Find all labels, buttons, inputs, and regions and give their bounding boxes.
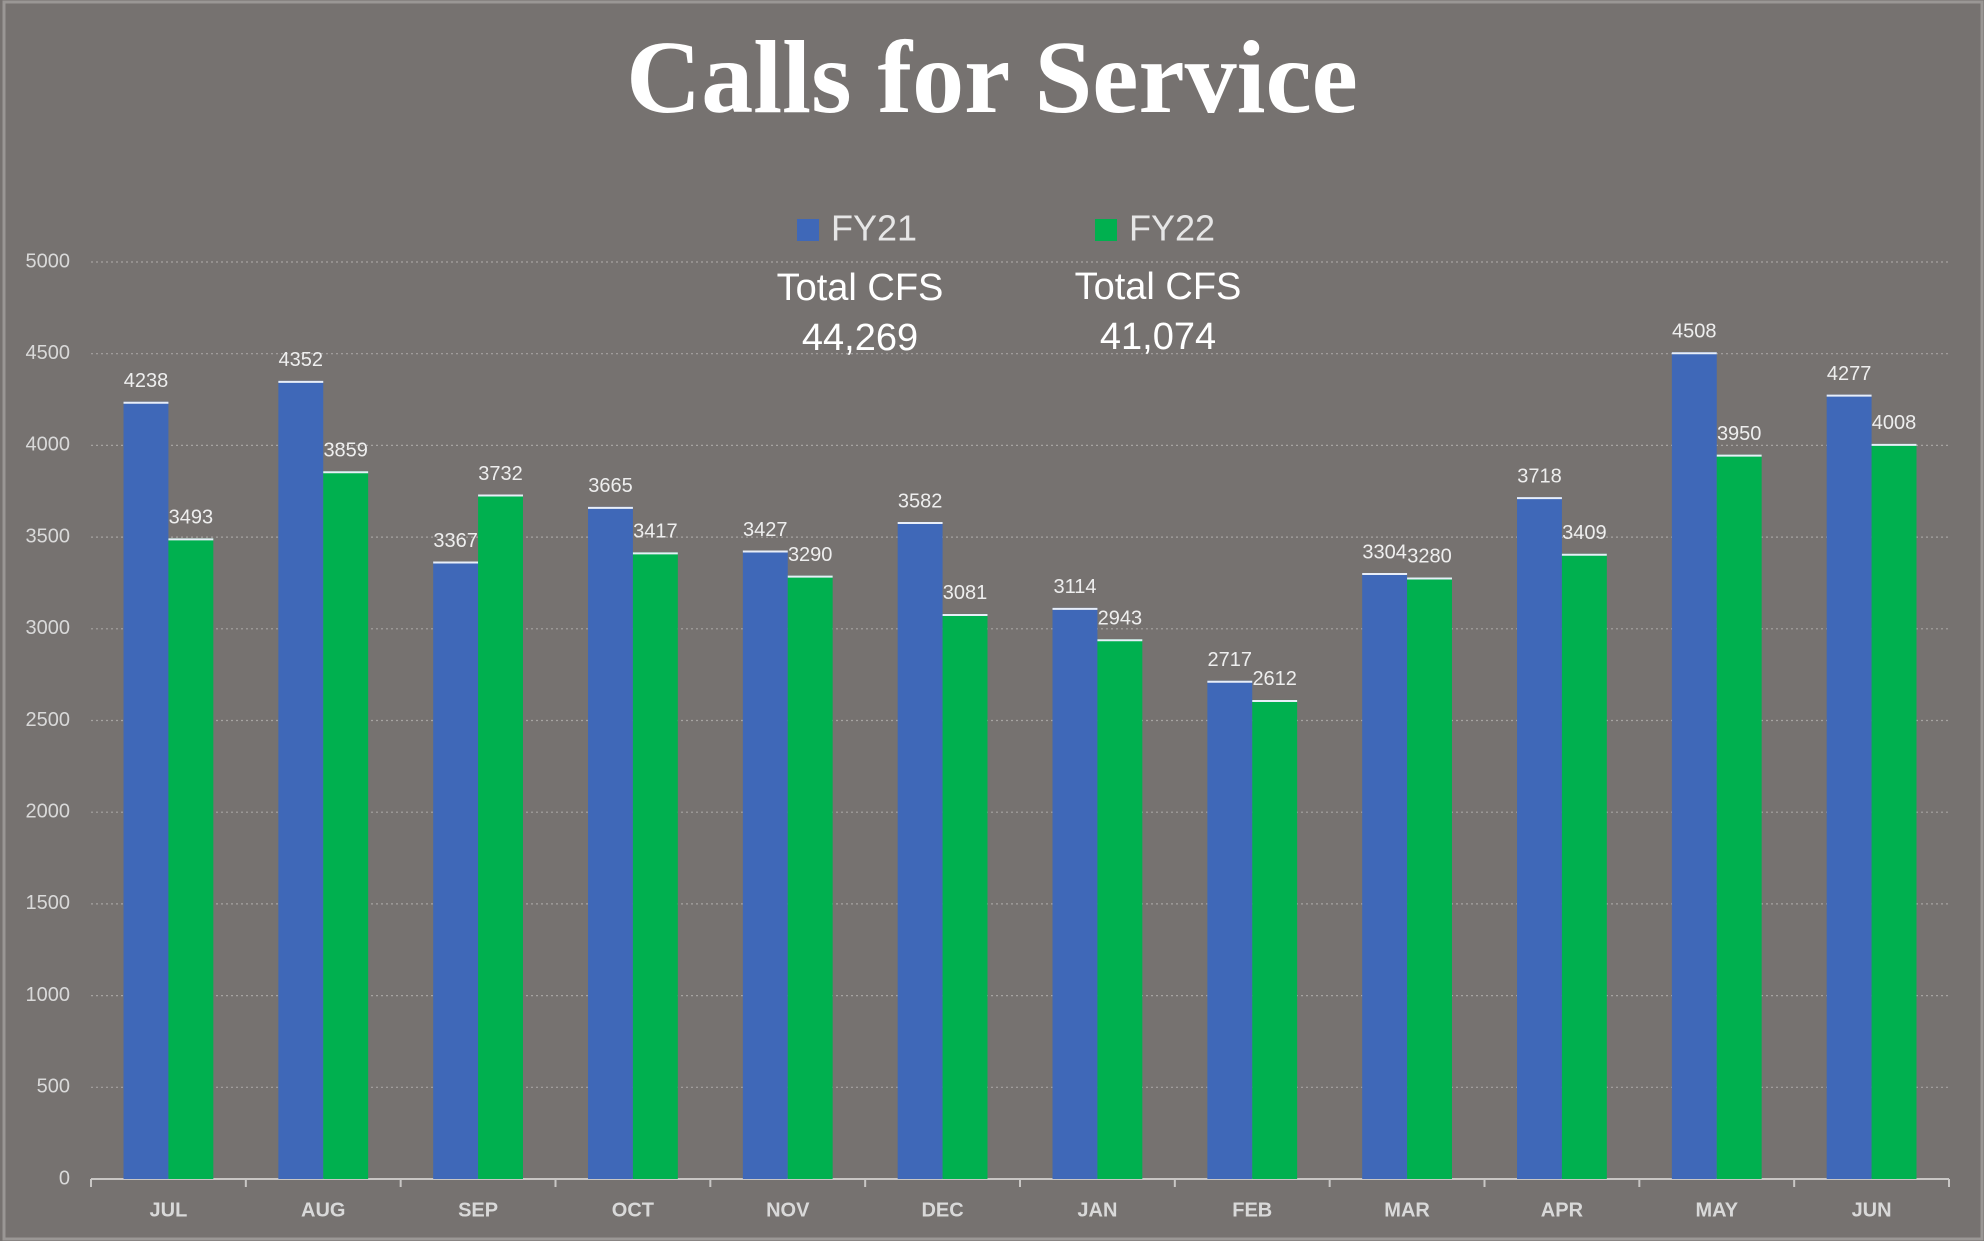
bar <box>1207 680 1253 1179</box>
data-label: 3417 <box>633 521 678 543</box>
data-label: 3582 <box>898 490 943 512</box>
bar <box>1561 553 1607 1179</box>
y-tick-label: 1500 <box>26 892 71 914</box>
y-tick-label: 3000 <box>26 617 71 639</box>
bar <box>1407 577 1452 1179</box>
chart-title: Calls for Service <box>626 20 1358 135</box>
bar <box>123 401 169 1179</box>
data-label: 4008 <box>1872 412 1917 434</box>
x-tick-label: JAN <box>1077 1199 1117 1221</box>
annotation: 44,269 <box>802 317 918 359</box>
data-label: 3950 <box>1717 423 1762 445</box>
bar <box>323 471 369 1179</box>
data-label: 3859 <box>323 440 368 462</box>
annotation: 41,074 <box>1100 316 1216 358</box>
bar <box>1517 497 1562 1180</box>
bar <box>1052 607 1098 1179</box>
data-label: 3409 <box>1562 522 1607 544</box>
bar <box>1252 699 1298 1179</box>
bar <box>742 550 788 1179</box>
x-tick-label: JUL <box>150 1199 188 1221</box>
bar <box>278 380 324 1179</box>
bar <box>433 561 479 1179</box>
data-label: 3114 <box>1053 576 1096 598</box>
annotation: Total CFS <box>777 267 944 309</box>
bar <box>168 538 214 1179</box>
x-tick-label: DEC <box>921 1199 963 1221</box>
y-tick-label: 2000 <box>26 800 71 822</box>
bar <box>1716 454 1762 1179</box>
data-label: 4277 <box>1827 363 1872 385</box>
data-label: 3367 <box>433 530 478 552</box>
x-tick-label: MAY <box>1695 1199 1738 1221</box>
data-label: 2717 <box>1208 649 1253 671</box>
data-label: 3427 <box>743 519 788 541</box>
bar <box>1362 573 1408 1179</box>
data-label: 2943 <box>1098 608 1143 630</box>
bar <box>942 613 988 1179</box>
data-label: 4238 <box>124 370 169 392</box>
x-tick-label: AUG <box>301 1199 345 1221</box>
data-label: 3290 <box>788 544 833 566</box>
x-tick-label: MAR <box>1384 1199 1430 1221</box>
data-label: 4508 <box>1672 321 1717 343</box>
legend-swatch <box>797 219 819 241</box>
y-tick-label: 2500 <box>26 709 71 731</box>
legend-swatch <box>1095 219 1117 241</box>
bar <box>1871 443 1917 1179</box>
bar <box>1671 352 1717 1179</box>
x-tick-label: JUN <box>1852 1199 1892 1221</box>
y-tick-label: 0 <box>59 1167 70 1189</box>
bar <box>1097 639 1143 1179</box>
x-tick-label: NOV <box>766 1199 810 1221</box>
legend-label: FY22 <box>1129 208 1215 249</box>
data-label: 3732 <box>478 463 523 485</box>
bar <box>588 506 633 1179</box>
x-tick-label: SEP <box>458 1199 498 1221</box>
y-tick-label: 500 <box>37 1076 70 1098</box>
y-tick-label: 4000 <box>26 434 71 456</box>
bar <box>787 575 833 1179</box>
data-label: 3493 <box>169 507 214 529</box>
data-label: 3081 <box>943 582 988 604</box>
x-tick-label: FEB <box>1232 1199 1272 1221</box>
y-tick-label: 5000 <box>26 250 71 272</box>
bar <box>1826 394 1872 1179</box>
bar <box>632 552 678 1179</box>
data-label: 3718 <box>1517 465 1562 487</box>
bar <box>478 494 523 1179</box>
data-label: 3304 <box>1362 541 1407 563</box>
x-tick-label: APR <box>1541 1199 1584 1221</box>
bar <box>897 522 943 1179</box>
y-tick-label: 4500 <box>26 342 71 364</box>
y-tick-label: 3500 <box>26 525 71 547</box>
data-label: 3665 <box>588 475 633 497</box>
legend-label: FY21 <box>831 208 917 249</box>
data-label: 2612 <box>1252 668 1297 690</box>
annotation: Total CFS <box>1075 266 1242 308</box>
data-label: 4352 <box>279 349 324 371</box>
x-tick-label: OCT <box>612 1199 654 1221</box>
data-label: 3280 <box>1407 546 1452 568</box>
y-tick-label: 1000 <box>26 984 71 1006</box>
